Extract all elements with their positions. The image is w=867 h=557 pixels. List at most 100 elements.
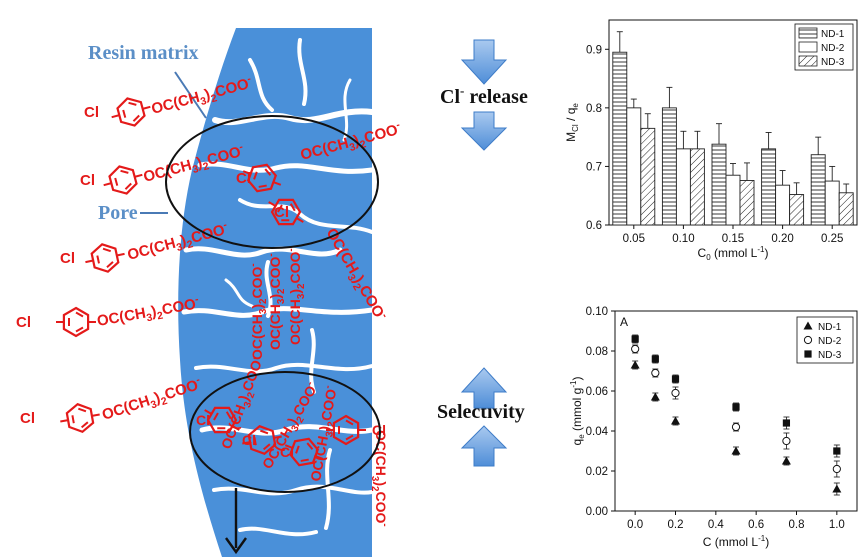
resin-matrix-shape	[178, 28, 372, 557]
bar-ND-3	[640, 127, 656, 226]
benzene-ring	[85, 240, 125, 276]
chlorine-label: Cl	[80, 172, 95, 189]
triangle-marker	[650, 392, 660, 401]
chlorine-label: Cl	[196, 412, 210, 428]
panel-label: A	[620, 315, 628, 329]
down-arrow-icon	[460, 39, 508, 85]
bond	[134, 173, 143, 178]
x-tick-label: 0.6	[748, 519, 764, 531]
y-tick-label: 0.6	[586, 220, 602, 232]
x-axis-label: C0 (mmol L-1)	[698, 245, 769, 262]
benzene-ring	[284, 433, 324, 471]
chlorine-label: Cl	[274, 204, 289, 221]
bond	[116, 252, 125, 257]
pore-highlight-ellipse	[165, 115, 379, 249]
chlorine-label: Cl	[60, 250, 75, 267]
bond	[142, 105, 151, 110]
circle-marker	[671, 388, 680, 398]
up-arrow-icon-lower	[460, 425, 508, 467]
x-tick-label: 0.15	[722, 233, 744, 245]
square-marker	[782, 419, 791, 427]
circle-marker	[631, 344, 640, 354]
triangle-marker	[731, 446, 741, 455]
chlorine-label: Cl	[280, 444, 294, 460]
bond	[273, 435, 282, 439]
bar-ND-2	[725, 174, 741, 226]
y-tick-label: 0.00	[586, 506, 608, 518]
bond	[103, 182, 112, 187]
legend-swatch	[798, 27, 818, 39]
bar-ND-2	[626, 107, 642, 226]
selectivity-highlight-ellipse	[189, 371, 381, 493]
square-marker	[833, 447, 841, 455]
bar-ND-1	[661, 107, 677, 226]
bond	[91, 413, 100, 417]
benzene-ring	[242, 423, 282, 457]
pore-channels	[181, 38, 375, 537]
square-marker	[671, 375, 680, 383]
circle-marker	[782, 436, 791, 446]
x-tick-label: 0.10	[672, 233, 694, 245]
bar-ND-2	[775, 184, 791, 226]
y-axis-label: MCl / qe	[564, 103, 580, 142]
triangle-marker	[671, 416, 680, 425]
benzene-ring	[103, 162, 143, 198]
y-tick-label: 0.8	[586, 103, 602, 115]
x-tick-label: 0.2	[668, 519, 684, 531]
y-tick-label: 0.06	[586, 386, 608, 398]
svg-text:Cl- release: Cl- release	[440, 83, 528, 108]
benzene-ring-icon	[64, 401, 96, 435]
scatter-chart: A 0.0 0.2 0.4 0.6 0.8 1.0 0.00 0.02 0.04 0.06 0.08 0…	[569, 306, 858, 549]
legend-label: ND-2	[821, 43, 845, 54]
bar-ND-1	[810, 154, 826, 226]
benzene-ring-icon	[62, 306, 90, 338]
triangle-marker	[781, 456, 791, 465]
chlorine-label: Cl	[236, 170, 251, 187]
circle-marker	[803, 335, 813, 345]
benzene-ring	[56, 306, 96, 338]
bar-ND-1	[711, 143, 727, 226]
bar-ND-3	[689, 148, 705, 226]
up-arrow-icon	[460, 367, 508, 409]
bond	[272, 181, 282, 186]
bond	[111, 114, 120, 119]
square-marker	[651, 355, 659, 363]
bond	[231, 425, 240, 431]
bar-chart: 0.05 0.10 0.15 0.20 0.25 0.6 0.7 0.8 0.9 C0 (mmol…	[564, 19, 858, 262]
bar-ND-3	[789, 194, 805, 226]
legend-label: ND-3	[818, 350, 842, 361]
benzene-ring	[60, 401, 100, 435]
square-marker	[631, 335, 639, 343]
exit-arrow	[225, 488, 247, 555]
triangle-marker	[803, 321, 813, 330]
chlorine-label: Cl	[242, 432, 256, 448]
bond	[268, 201, 277, 207]
y-tick-label: 0.02	[586, 466, 608, 478]
y-tick-label: 0.7	[586, 161, 602, 173]
legend: ND-1 ND-2 ND-3	[796, 316, 854, 364]
x-tick-label: 0.4	[708, 519, 725, 531]
bond	[314, 455, 324, 460]
legend-label: ND-1	[818, 322, 842, 333]
bond	[60, 419, 69, 423]
x-axis-label: C (mmol L-1)	[703, 534, 769, 549]
circle-marker	[731, 422, 741, 432]
circle-marker	[651, 368, 660, 378]
bar-ND-1	[612, 51, 628, 226]
legend-swatch	[798, 55, 818, 67]
benzene-ring	[242, 159, 282, 197]
legend-swatch	[798, 41, 818, 53]
x-tick-label: 0.20	[771, 233, 793, 245]
bar-ND-1	[761, 148, 777, 226]
x-tick-label: 0.05	[623, 233, 645, 245]
acid-group-label: OC(CH3)2COO-	[266, 253, 287, 350]
bond	[204, 409, 213, 415]
x-tick-label: 0.25	[821, 233, 843, 245]
x-tick-label: 0.8	[789, 519, 805, 531]
x-tick-label: 0.0	[627, 519, 643, 531]
x-tick-label: 1.0	[829, 519, 845, 531]
benzene-ring	[267, 192, 305, 232]
